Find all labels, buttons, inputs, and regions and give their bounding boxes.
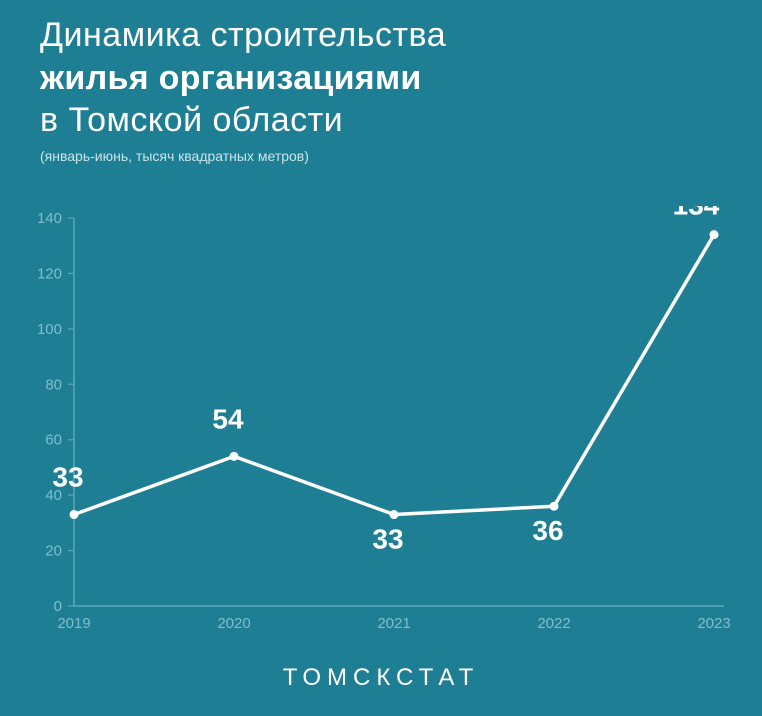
y-tick-label: 80 bbox=[45, 376, 62, 393]
chart-svg: 0204060801001201402019202020212022202333… bbox=[14, 206, 754, 636]
data-label: 36 bbox=[532, 515, 563, 546]
data-point bbox=[390, 510, 399, 519]
line-chart: 0204060801001201402019202020212022202333… bbox=[14, 206, 754, 636]
data-point bbox=[230, 452, 239, 461]
x-tick-label: 2020 bbox=[217, 615, 250, 632]
data-label: 134 bbox=[673, 206, 720, 221]
x-tick-label: 2023 bbox=[697, 615, 730, 632]
y-tick-label: 0 bbox=[54, 598, 62, 615]
y-tick-label: 100 bbox=[37, 321, 62, 338]
data-point bbox=[550, 502, 559, 511]
y-tick-label: 140 bbox=[37, 210, 62, 227]
y-tick-label: 20 bbox=[45, 543, 62, 560]
subtitle: (январь-июнь, тысяч квадратных метров) bbox=[40, 148, 722, 164]
header: Динамика строительства жилья организация… bbox=[40, 14, 722, 164]
footer-brand: ТОМСКСТАТ bbox=[0, 664, 762, 692]
data-label: 33 bbox=[372, 524, 403, 555]
title-line-2-bold: жилья организациями bbox=[40, 57, 722, 100]
y-tick-label: 60 bbox=[45, 432, 62, 449]
x-tick-label: 2022 bbox=[537, 615, 570, 632]
x-tick-label: 2019 bbox=[57, 615, 90, 632]
data-point bbox=[70, 510, 79, 519]
data-label: 54 bbox=[212, 403, 244, 434]
y-tick-label: 120 bbox=[37, 265, 62, 282]
x-tick-label: 2021 bbox=[377, 615, 410, 632]
title-line-1: Динамика строительства bbox=[40, 14, 722, 57]
data-point bbox=[710, 230, 719, 239]
title-line-3: в Томской области bbox=[40, 99, 722, 142]
data-line bbox=[74, 235, 714, 515]
data-label: 33 bbox=[52, 462, 83, 493]
